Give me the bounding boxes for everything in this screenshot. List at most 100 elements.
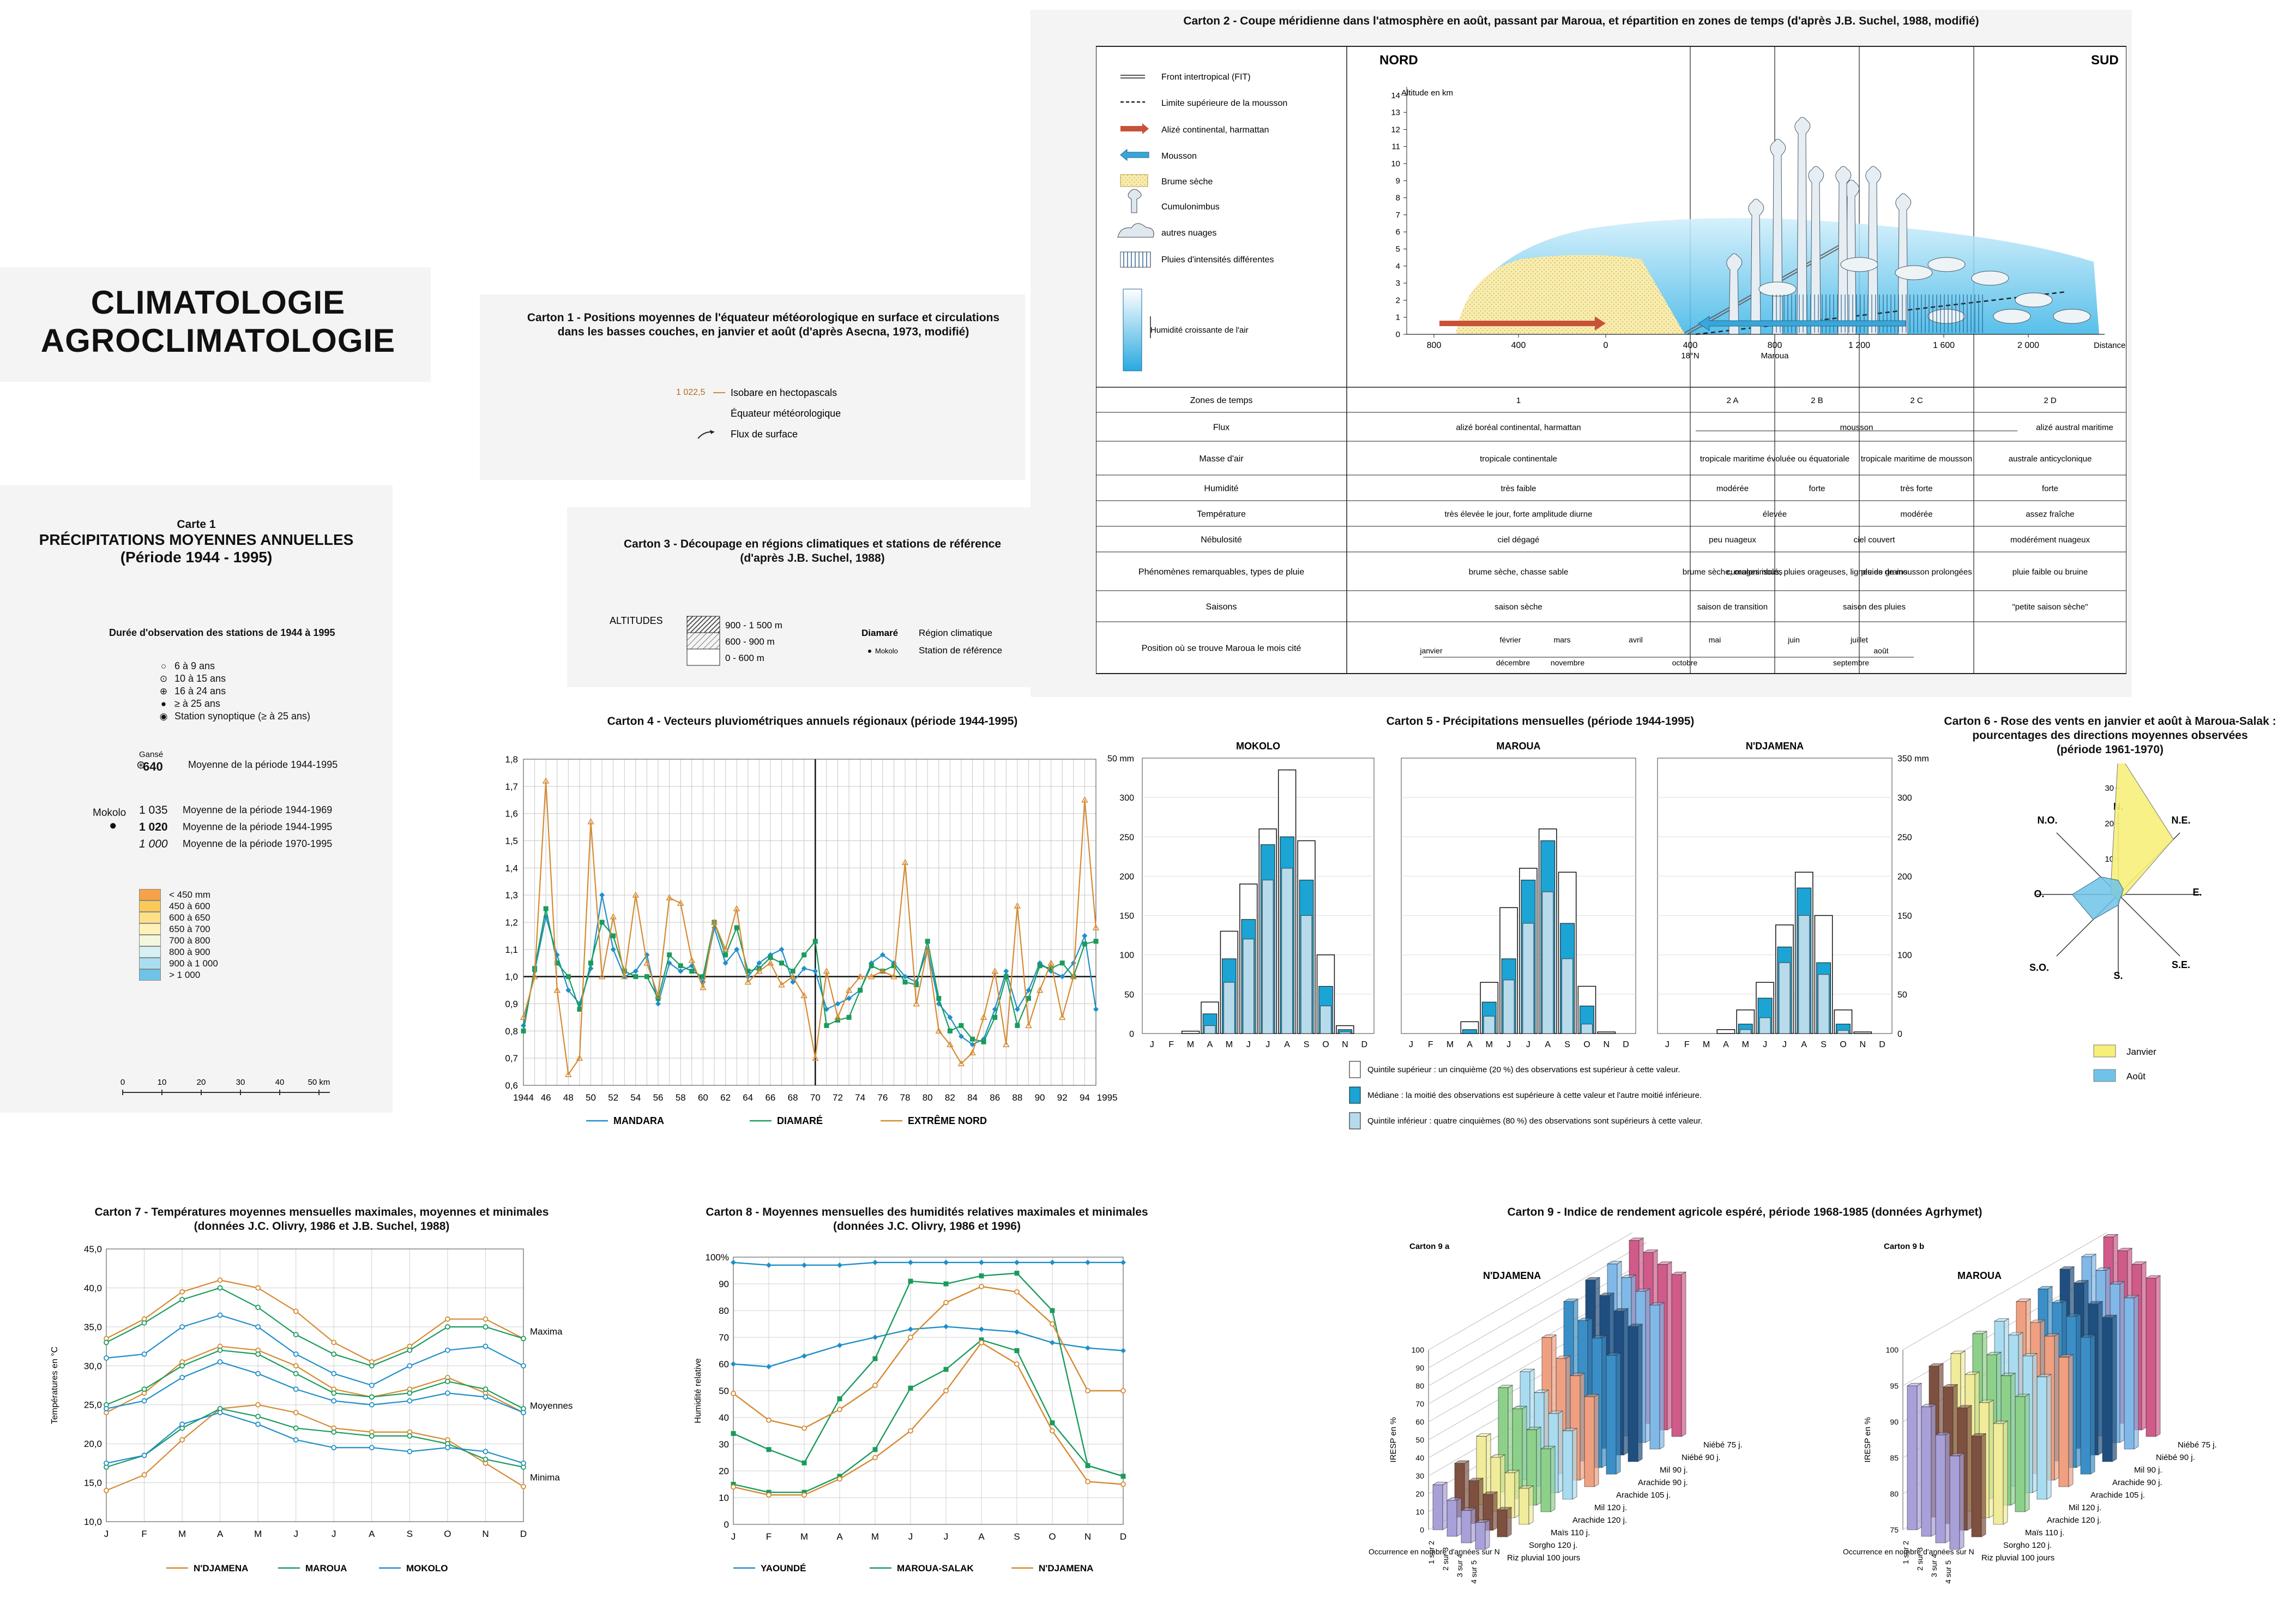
- data-point: [179, 1421, 185, 1427]
- series-line-2: [522, 780, 1097, 1077]
- bar-front: [2058, 1357, 2069, 1487]
- data-point: [255, 1305, 261, 1311]
- data-point: [1025, 1022, 1032, 1029]
- table-cell: peu nuageux: [1709, 536, 1756, 545]
- data-point: [577, 1006, 582, 1012]
- data-point: [293, 1386, 299, 1392]
- data-point: [543, 906, 549, 911]
- data-point: [908, 1428, 913, 1434]
- bar-top: [2081, 1254, 2097, 1257]
- bar-side: [1492, 1491, 1498, 1531]
- data-point: [890, 973, 897, 980]
- carton3-legend: ALTITUDES 900 - 1 500 m 600 - 900 m 0 - …: [610, 615, 1002, 666]
- data-point: [1003, 968, 1009, 974]
- data-point: [902, 974, 908, 980]
- bar-top: [2080, 1335, 2096, 1338]
- z-tick-label: 70: [1415, 1399, 1424, 1408]
- bar-quintile-sup: [1181, 1030, 1200, 1034]
- data-point: [1082, 941, 1087, 947]
- class-swatch: [139, 923, 161, 935]
- cumulonimbus-tower: [1865, 166, 1882, 335]
- crop-label: Mil 120 j.: [2069, 1503, 2101, 1512]
- data-point: [908, 1385, 913, 1391]
- bar-top: [2044, 1333, 2060, 1337]
- class-label: < 450 mm: [169, 889, 211, 900]
- data-point: [835, 1001, 841, 1007]
- legend-swatch: [2093, 1069, 2116, 1082]
- table-cell: assez fraîche: [2026, 510, 2074, 519]
- class-swatch: [139, 946, 161, 958]
- month-label: N: [1859, 1040, 1866, 1049]
- data-point: [901, 858, 909, 866]
- duration-label: ≥ à 25 ans: [174, 698, 220, 709]
- altitudes-label: ALTITUDES: [610, 615, 663, 626]
- altitude-tick-label: 8: [1396, 194, 1400, 203]
- scale-tick-label: 50 km: [308, 1078, 330, 1087]
- legend-label: Quintile supérieur : un cinquième (20 %)…: [1367, 1065, 1680, 1074]
- bar-top: [1627, 1324, 1643, 1327]
- dry-haze-mass: [1456, 255, 1685, 334]
- data-point: [1093, 1006, 1099, 1012]
- carte1-mokolo-values: 1 035 Moyenne de la période 1944-1969 1 02…: [139, 802, 332, 852]
- legend-label: Quintile inférieur : quatre cinquièmes (…: [1367, 1116, 1703, 1126]
- data-point: [980, 1013, 987, 1020]
- crop-label: Arachide 120 j.: [2047, 1516, 2101, 1525]
- table-cell: cumulonimbus, pluies orageuses, lignes d…: [1727, 568, 1908, 577]
- bar-median: [1462, 1029, 1477, 1034]
- carton8-title: Carton 8 - Moyennes mensuelles des humid…: [706, 1206, 1148, 1233]
- duration-label: 10 à 15 ans: [174, 673, 226, 684]
- data-point: [802, 1489, 807, 1495]
- bar-top: [2000, 1373, 2016, 1376]
- data-point: [445, 1324, 450, 1330]
- x-tick-label: 46: [541, 1092, 551, 1103]
- data-point: [778, 981, 785, 988]
- series-line: [106, 1349, 524, 1409]
- series-line: [106, 1411, 524, 1464]
- data-point: [908, 1335, 913, 1340]
- y-tick-label-right: 300: [1897, 794, 1912, 803]
- data-point: [565, 974, 571, 980]
- carte1-duration-row: ○ 6 à 9 ans: [153, 660, 310, 672]
- month-label: A: [1801, 1040, 1807, 1049]
- data-point: [599, 892, 605, 898]
- bar-top: [2065, 1313, 2082, 1317]
- data-point: [1081, 796, 1088, 803]
- rose-january: [2110, 764, 2174, 903]
- panel-frame: [1401, 758, 1636, 1034]
- carton6-windrose: N.N.E.E.S.E.S.S.O.O.N.O.10203040%Janvier…: [2029, 764, 2202, 1082]
- month-label: A: [217, 1529, 224, 1539]
- table-cell: tropicale maritime de mousson: [1861, 454, 1972, 464]
- y-tick-label: 30,0: [84, 1361, 102, 1371]
- legend-label: MAROUA-SALAK: [897, 1563, 974, 1573]
- data-point: [445, 1347, 450, 1353]
- bar-top: [1468, 1477, 1484, 1481]
- bar-top: [1555, 1355, 1571, 1359]
- month-label: S: [407, 1529, 413, 1539]
- bar-top: [1496, 1507, 1512, 1510]
- bar-top: [2015, 1299, 2032, 1302]
- y-tick-label: 0: [724, 1519, 729, 1530]
- bar-front: [1907, 1385, 1918, 1530]
- series-line: [106, 1314, 524, 1386]
- bar-side: [2046, 1374, 2052, 1500]
- data-point: [802, 1460, 807, 1465]
- table-row-head: Température: [1197, 510, 1246, 519]
- bar-top: [2102, 1234, 2119, 1237]
- bar-front: [1518, 1488, 1529, 1525]
- data-point: [733, 905, 740, 911]
- data-point: [588, 960, 594, 966]
- data-point: [483, 1394, 489, 1400]
- bar-front: [2124, 1297, 2135, 1450]
- bar-top: [1460, 1507, 1477, 1511]
- altitude-tick-label: 10: [1391, 159, 1400, 169]
- data-point: [644, 974, 649, 980]
- data-point: [969, 1042, 975, 1048]
- data-point: [407, 1398, 413, 1404]
- data-point: [802, 1262, 807, 1268]
- scale-tick-label: 10: [158, 1078, 167, 1087]
- table-row-head: Phénomènes remarquables, types de pluie: [1138, 568, 1304, 577]
- class-swatch: [139, 889, 161, 900]
- carton2-diagram: Front intertropical (FIT) Limite supérieu…: [1096, 46, 2126, 674]
- carte1-class-row: 650 à 700: [139, 923, 218, 935]
- data-point: [483, 1449, 489, 1455]
